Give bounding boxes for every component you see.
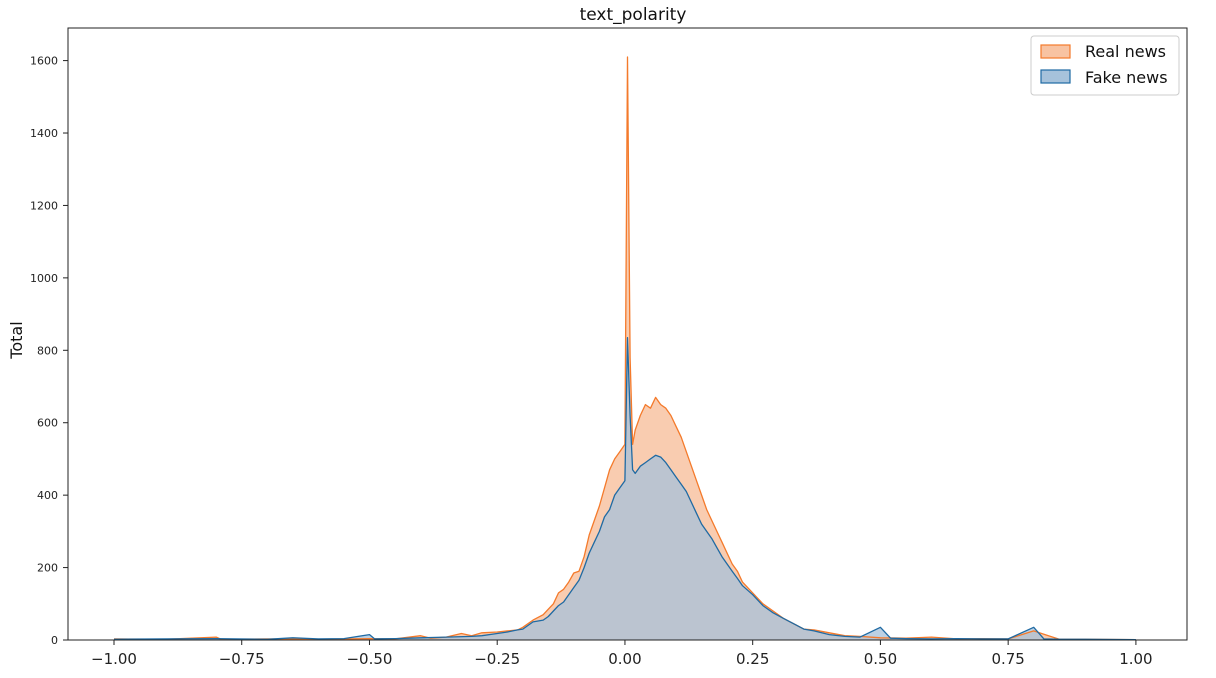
series-area-fake-news	[114, 337, 1136, 640]
y-tick-label: 1200	[30, 199, 58, 212]
legend: Real news Fake news	[1030, 35, 1180, 96]
y-axis-label: Total	[7, 321, 26, 359]
series-layer	[113, 56, 1136, 641]
y-tick-label: 1000	[30, 272, 58, 285]
legend-swatch-real-news	[1040, 44, 1071, 59]
y-tick-label: 800	[37, 344, 58, 357]
chart-title: text_polarity	[580, 5, 687, 25]
y-axis: 0 200 400 600 800 1000 1200 1400 1600	[30, 55, 68, 647]
x-tick-label: 0.25	[736, 650, 769, 668]
x-tick-label: 0.00	[608, 650, 641, 668]
series-line-fake-news	[113, 336, 1136, 641]
y-tick-label: 600	[37, 417, 58, 430]
series-line-real-news	[113, 56, 1136, 641]
x-tick-label: 0.50	[864, 650, 897, 668]
x-tick-label: −0.25	[474, 650, 520, 668]
x-axis: −1.00 −0.75 −0.50 −0.25 0.00 0.25 0.50 0.75 1.00	[91, 640, 1153, 668]
x-tick-label: −0.75	[219, 650, 265, 668]
legend-label-real-news: Real news	[1085, 42, 1166, 61]
x-tick-label: −1.00	[91, 650, 137, 668]
x-tick-label: 1.00	[1119, 650, 1152, 668]
plot-frame	[67, 27, 1188, 641]
y-tick-label: 0	[51, 634, 58, 647]
legend-swatch-fake-news	[1040, 69, 1071, 84]
y-tick-label: 200	[37, 562, 58, 575]
legend-label-fake-news: Fake news	[1085, 68, 1168, 87]
x-tick-label: 0.75	[991, 650, 1024, 668]
y-tick-label: 1400	[30, 127, 58, 140]
y-tick-label: 1600	[30, 55, 58, 68]
x-tick-label: −0.50	[346, 650, 392, 668]
y-tick-label: 400	[37, 489, 58, 502]
